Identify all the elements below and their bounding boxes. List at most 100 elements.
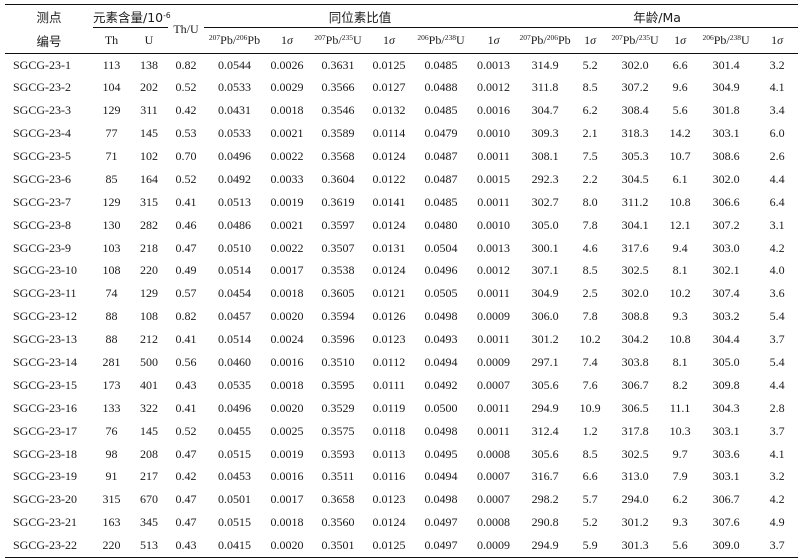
- cell-thu: 0.56: [175, 355, 197, 370]
- cell-r76: 0.0492: [218, 171, 252, 186]
- cell-r75s: 0.0119: [372, 400, 406, 415]
- cell-r68: 0.0487: [424, 171, 458, 186]
- cell-thu: 0.47: [175, 492, 197, 507]
- cell-a75s: 12.1: [669, 217, 691, 232]
- cell-r68: 0.0493: [424, 332, 458, 347]
- cell-a68: 307.2: [712, 217, 740, 232]
- cell-a68: 303.1: [712, 126, 740, 141]
- cell-u: 208: [140, 446, 158, 461]
- cell-a68s: 4.1: [769, 446, 785, 461]
- cell-r75: 0.3511: [321, 469, 355, 484]
- cell-r68s: 0.0012: [477, 263, 511, 278]
- header-u: U: [144, 33, 154, 47]
- cell-r68: 0.0504: [424, 240, 458, 255]
- cell-spot: SGCG-23-2: [13, 80, 72, 95]
- cell-u: 218: [140, 240, 158, 255]
- cell-a76s: 6.6: [582, 469, 598, 484]
- cell-thu: 0.47: [175, 446, 197, 461]
- cell-a68s: 4.2: [769, 492, 785, 507]
- cell-r76: 0.0515: [218, 446, 252, 461]
- cell-spot: SGCG-23-21: [13, 515, 78, 530]
- cell-u: 202: [140, 80, 158, 95]
- cell-a76s: 2.2: [582, 171, 598, 186]
- cell-r76s: 0.0018: [270, 377, 304, 392]
- cell-r76s: 0.0021: [270, 217, 304, 232]
- cell-u: 311: [140, 103, 158, 118]
- cell-r76: 0.0455: [218, 423, 252, 438]
- cell-a76s: 7.4: [582, 355, 598, 370]
- header-age-207-235: 207Pb/235U: [611, 33, 659, 47]
- cell-th: 129: [102, 103, 121, 118]
- cell-a76: 298.2: [531, 492, 559, 507]
- cell-r75: 0.3593: [321, 446, 355, 461]
- header-element-content: 元素含量/10-6: [93, 4, 171, 28]
- cell-thu: 0.42: [175, 469, 197, 484]
- table-row: SGCG-23-14 281 500 0.56 0.0460 0.0016 0.3510 0.…: [5, 351, 798, 374]
- table-row: SGCG-23-20 315 670 0.47 0.0501 0.0017 0.3658 0.…: [5, 488, 798, 511]
- cell-u: 164: [140, 171, 158, 186]
- cell-r76s: 0.0016: [270, 469, 304, 484]
- cell-a76: 300.1: [531, 240, 559, 255]
- cell-r75s: 0.0124: [372, 515, 406, 530]
- cell-spot: SGCG-23-18: [13, 446, 78, 461]
- cell-a68: 301.4: [712, 57, 740, 72]
- cell-r68: 0.0494: [424, 355, 458, 370]
- cell-r75: 0.3568: [321, 149, 355, 163]
- header-sigma: 1σ: [487, 33, 500, 47]
- cell-a76: 308.1: [531, 149, 559, 163]
- cell-r75: 0.3594: [321, 309, 355, 324]
- cell-u: 217: [140, 469, 158, 484]
- cell-thu: 0.46: [175, 217, 197, 232]
- cell-r76: 0.0515: [218, 515, 252, 530]
- cell-thu: 0.41: [175, 194, 197, 209]
- cell-a76s: 7.5: [582, 149, 598, 163]
- cell-r68s: 0.0008: [477, 446, 511, 461]
- cell-th: 108: [102, 263, 121, 278]
- cell-r75: 0.3529: [321, 400, 355, 415]
- cell-u: 345: [140, 515, 158, 530]
- cell-a76s: 5.9: [582, 537, 598, 552]
- cell-r75s: 0.0126: [372, 309, 406, 324]
- cell-thu: 0.41: [175, 400, 197, 415]
- cell-r75s: 0.0124: [372, 149, 406, 163]
- header-ratio-207-206: 207Pb/206Pb: [208, 33, 261, 47]
- cell-th: 74: [105, 286, 118, 301]
- cell-r75: 0.3589: [321, 126, 355, 141]
- cell-thu: 0.41: [175, 332, 197, 347]
- header-sigma: 1σ: [281, 33, 293, 47]
- table-row: SGCG-23-7 129 315 0.41 0.0513 0.0019 0.3619 0.0…: [5, 191, 798, 214]
- cell-r68: 0.0497: [424, 515, 458, 530]
- cell-a75s: 10.3: [669, 423, 691, 438]
- table-row: SGCG-23-4 77 145 0.53 0.0533 0.0021 0.3589 0.01…: [5, 122, 798, 145]
- cell-a76: 309.3: [531, 126, 559, 141]
- cell-a76: 316.7: [531, 469, 559, 484]
- cell-a75: 301.3: [621, 537, 649, 552]
- cell-r68: 0.0500: [424, 400, 458, 415]
- header-sigma: 1σ: [674, 33, 687, 47]
- table-body: SGCG-23-1 113 138 0.82 0.0544 0.0026 0.3631 0.0…: [5, 54, 799, 558]
- cell-r75s: 0.0113: [372, 446, 406, 461]
- cell-a75: 303.8: [621, 355, 649, 370]
- cell-a76s: 7.8: [582, 309, 598, 324]
- cell-r75s: 0.0131: [372, 240, 406, 255]
- cell-r76: 0.0533: [218, 80, 252, 95]
- cell-r76: 0.0431: [218, 103, 252, 118]
- cell-a76: 294.9: [531, 537, 559, 552]
- cell-r75: 0.3597: [321, 217, 355, 232]
- cell-a76s: 8.5: [582, 446, 598, 461]
- cell-a75: 294.0: [621, 492, 649, 507]
- cell-r75: 0.3631: [321, 57, 355, 72]
- cell-thu: 0.82: [175, 57, 197, 72]
- cell-r68: 0.0479: [424, 126, 458, 141]
- cell-a75: 311.2: [621, 194, 649, 209]
- cell-r68s: 0.0011: [477, 423, 510, 438]
- cell-a76s: 10.2: [579, 332, 601, 347]
- cell-thu: 0.82: [175, 309, 197, 324]
- cell-spot: SGCG-23-16: [13, 400, 78, 415]
- header-spot-line1: 测点: [36, 9, 62, 25]
- cell-th: 85: [105, 171, 118, 186]
- cell-a76s: 2.5: [582, 286, 598, 301]
- header-th-u: Th/U: [173, 21, 199, 36]
- cell-a75: 304.2: [621, 332, 649, 347]
- cell-r75s: 0.0114: [372, 126, 406, 141]
